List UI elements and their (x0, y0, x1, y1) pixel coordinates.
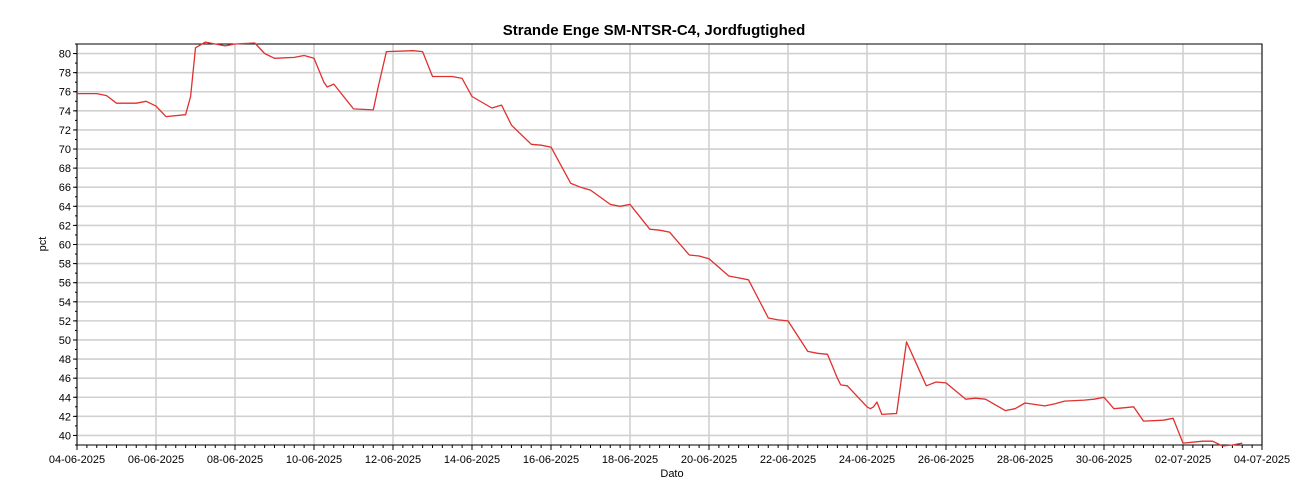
series-line (77, 41, 1243, 447)
x-tick-label: 28-06-2025 (997, 454, 1053, 466)
x-tick-label: 18-06-2025 (602, 454, 658, 466)
y-tick-label: 80 (59, 49, 71, 61)
x-tick-label: 16-06-2025 (523, 454, 579, 466)
y-axis: 40 42 44 46 48 50 52 54 56 58 60 62 64 66 68 70 72 74 76 78… (59, 43, 77, 446)
y-tick-label: 54 (59, 297, 71, 309)
x-tick-label: 30-06-2025 (1076, 454, 1132, 466)
x-tick-label: 24-06-2025 (839, 454, 895, 466)
x-tick-label: 02-07-2025 (1155, 454, 1211, 466)
x-tick-label: 10-06-2025 (286, 454, 342, 466)
y-tick-label: 46 (59, 373, 71, 385)
y-tick-label: 74 (59, 106, 71, 118)
y-tick-label: 40 (59, 430, 71, 442)
y-axis-label: pct (37, 237, 49, 252)
y-tick-label: 50 (59, 335, 71, 347)
x-axis-label: Dato (660, 468, 683, 480)
x-tick-label: 06-06-2025 (128, 454, 184, 466)
y-tick-label: 76 (59, 87, 71, 99)
x-axis: 04-06-2025 06-06-2025 08-06-2025 10-06-2025… (49, 445, 1290, 466)
y-tick-label: 78 (59, 68, 71, 80)
y-tick-label: 52 (59, 316, 71, 328)
y-tick-label: 56 (59, 278, 71, 290)
y-tick-label: 66 (59, 182, 71, 194)
x-tick-label: 04-06-2025 (49, 454, 105, 466)
x-tick-label: 26-06-2025 (918, 454, 974, 466)
y-tick-label: 48 (59, 354, 71, 366)
y-tick-label: 70 (59, 144, 71, 156)
x-tick-label: 08-06-2025 (207, 454, 263, 466)
y-tick-label: 42 (59, 411, 71, 423)
x-tick-label: 04-07-2025 (1234, 454, 1290, 466)
x-tick-label: 14-06-2025 (444, 454, 500, 466)
y-tick-label: 62 (59, 220, 71, 232)
x-tick-label: 22-06-2025 (760, 454, 816, 466)
grid-layer (76, 44, 1263, 445)
x-tick-label: 20-06-2025 (681, 454, 737, 466)
y-tick-label: 44 (59, 392, 71, 404)
y-tick-label: 58 (59, 259, 71, 271)
x-tick-label: 12-06-2025 (365, 454, 421, 466)
y-tick-label: 68 (59, 163, 71, 175)
chart-title: Strande Enge SM-NTSR-C4, Jordfugtighed (503, 22, 806, 39)
y-tick-label: 72 (59, 125, 71, 137)
y-tick-label: 60 (59, 240, 71, 252)
series-layer (77, 41, 1243, 447)
y-tick-label: 64 (59, 201, 71, 213)
